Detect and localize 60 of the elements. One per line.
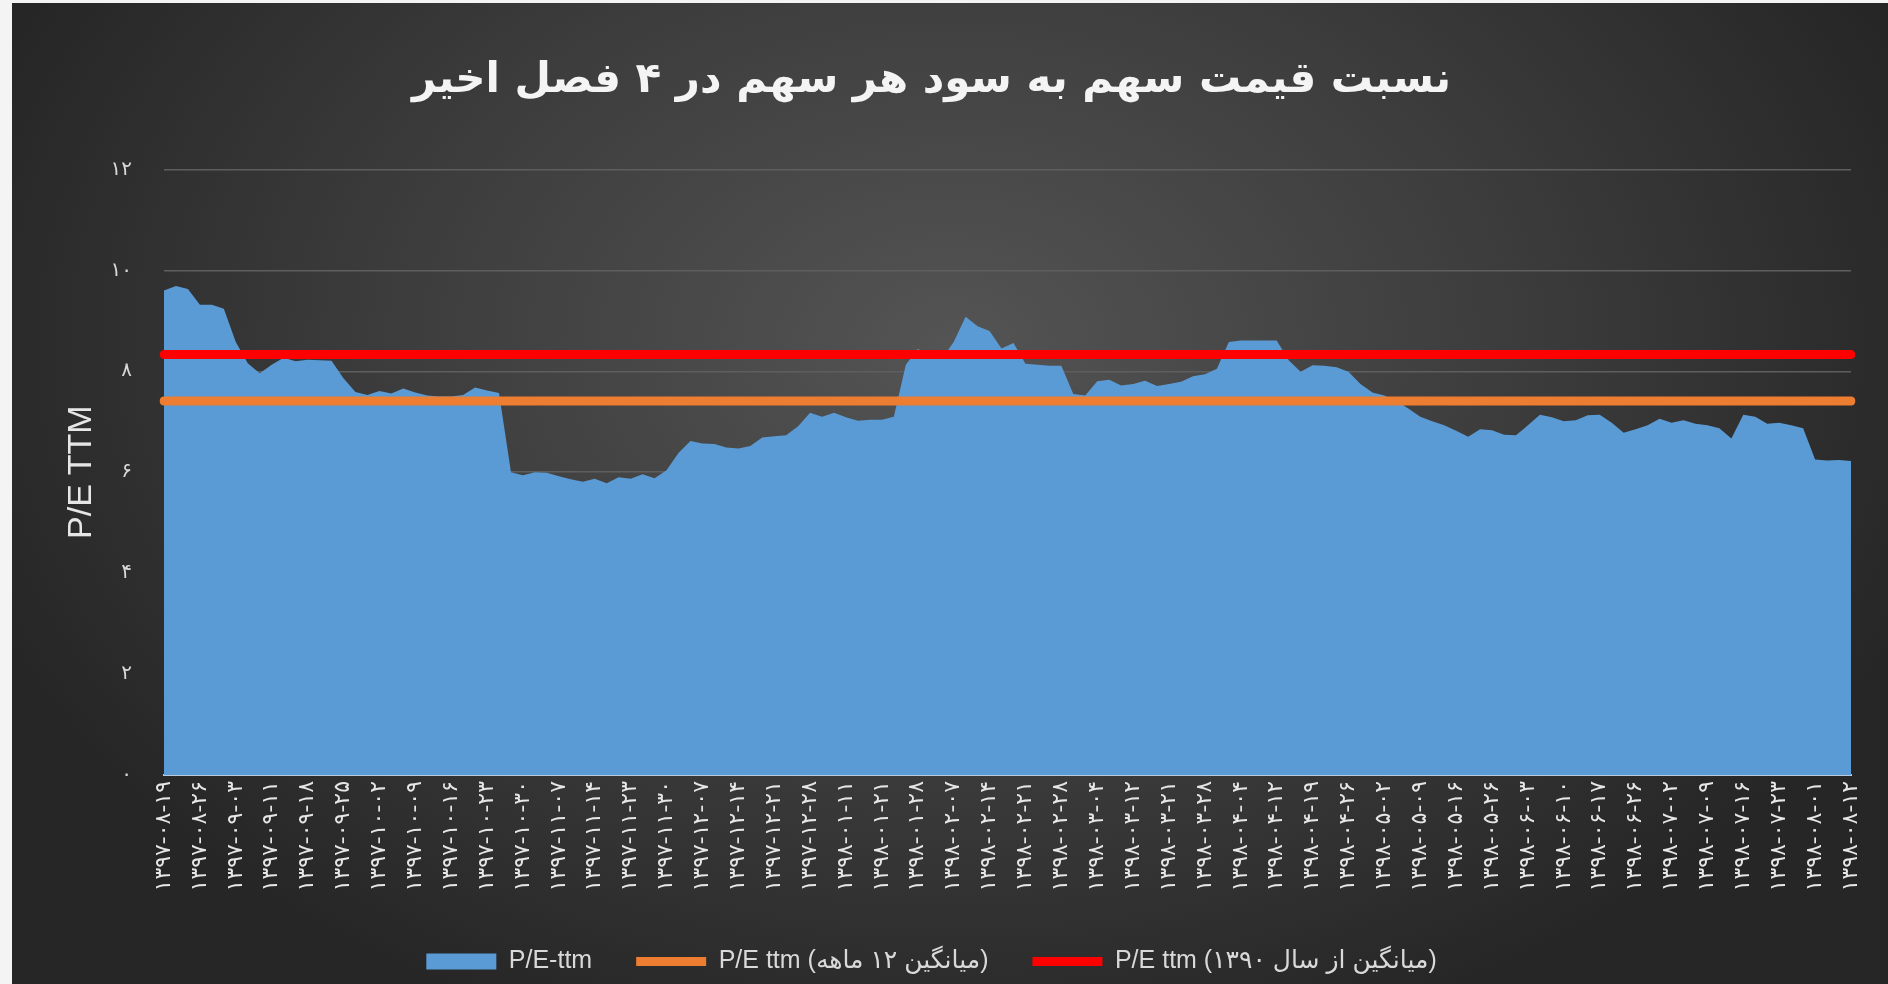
x-tick-label: ۱۳۹۷-۱۲-۱۴ [724,781,750,892]
x-tick-label: ۱۳۹۷-۱۱-۰۷ [544,780,570,892]
y-tick-label: ۴ [121,559,132,584]
x-tick-label: ۱۳۹۸-۰۶-۲۶ [1621,781,1647,892]
x-tick-label: ۱۳۹۸-۰۷-۰۲ [1657,781,1683,892]
x-tick-label: ۱۳۹۷-۰۹-۰۳ [221,780,247,892]
y-tick-label: ۸ [121,357,133,382]
x-tick-label: ۱۳۹۸-۰۷-۱۶ [1729,781,1755,892]
x-tick-label: ۱۳۹۸-۰۸-۱۲ [1836,781,1862,892]
legend-label: P/E ttm (میانگین از سال ۱۳۹۰) [1114,945,1437,975]
x-tick-label: ۱۳۹۸-۰۴-۱۲ [1262,781,1288,892]
y-tick-label: ۲ [121,660,132,685]
chart-title: نسبت قیمت سهم به سود هر سهم در ۴ فصل اخیر [410,53,1451,104]
x-tick-label: ۱۳۹۸-۰۵-۰۲ [1370,781,1396,892]
x-tick-label: ۱۳۹۷-۱۱-۱۴ [580,781,606,892]
x-tick-label: ۱۳۹۷-۰۸-۱۹ [149,781,175,892]
x-tick-label: ۱۳۹۸-۰۲-۲۱ [1011,781,1037,892]
x-tick-label: ۱۳۹۷-۱۰-۱۶ [436,781,462,892]
x-tick-label: ۱۳۹۸-۰۵-۱۶ [1441,781,1467,892]
x-tick-label: ۱۳۹۸-۰۷-۲۳ [1764,780,1790,892]
y-tick-label: ۰ [121,761,132,786]
x-tick-label: ۱۳۹۷-۰۹-۲۵ [329,781,355,892]
x-tick-label: ۱۳۹۷-۱۰-۰۲ [365,781,391,892]
x-tick-label: ۱۳۹۸-۰۶-۱۰ [1549,781,1575,892]
x-tick-label: ۱۳۹۸-۰۴-۲۶ [1334,781,1360,892]
x-tick-label: ۱۳۹۸-۰۲-۰۷ [939,780,965,892]
x-tick-label: ۱۳۹۷-۱۱-۲۳ [616,780,642,892]
x-tick-label: ۱۳۹۸-۰۴-۱۹ [1298,781,1324,892]
x-tick-label: ۱۳۹۸-۰۱-۲۸ [903,780,929,892]
y-tick-label: ۱۰ [110,256,132,281]
x-tick-label: ۱۳۹۸-۰۱-۱۱ [831,781,857,892]
x-tick-label: ۱۳۹۷-۱۰-۲۳ [472,780,498,892]
x-tick-label: ۱۳۹۸-۰۴-۰۴ [1226,781,1252,892]
x-tick-label: ۱۳۹۸-۰۳-۱۲ [1118,781,1144,892]
x-tick-label: ۱۳۹۸-۰۷-۰۹ [1693,781,1719,892]
x-tick-label: ۱۳۹۷-۱۲-۰۷ [688,780,714,892]
x-tick-label: ۱۳۹۸-۰۳-۲۸ [1190,780,1216,892]
x-tick-label: ۱۳۹۸-۰۳-۰۴ [1082,781,1108,892]
x-tick-label: ۱۳۹۸-۰۲-۱۴ [975,781,1001,892]
x-tick-label: ۱۳۹۸-۰۳-۲۱ [1154,781,1180,892]
x-tick-label: ۱۳۹۸-۰۶-۰۳ [1513,780,1539,892]
x-tick-label: ۱۳۹۸-۰۵-۰۹ [1406,781,1431,892]
x-tick-label: ۱۳۹۷-۱۰-۳۰ [508,781,534,892]
legend-label: P/E ttm (میانگین ۱۲ ماهه) [718,945,989,975]
x-tick-label: ۱۳۹۸-۰۱-۲۱ [867,781,893,892]
x-tick-label: ۱۳۹۷-۰۹-۱۱ [257,781,283,892]
x-tick-label: ۱۳۹۷-۱۰-۰۹ [400,781,426,892]
y-tick-label: ۶ [121,458,132,483]
x-tick-label: ۱۳۹۷-۰۹-۱۸ [293,780,319,892]
x-tick-label: ۱۳۹۸-۰۶-۱۷ [1585,780,1611,892]
x-tick-label: ۱۳۹۸-۰۵-۲۶ [1477,781,1503,892]
x-tick-label: ۱۳۹۷-۱۱-۳۰ [652,781,678,892]
x-tick-label: ۱۳۹۸-۰۸-۰۱ [1800,781,1826,892]
x-tick-label: ۱۳۹۷-۰۸-۲۶ [185,781,211,892]
x-tick-label: ۱۳۹۷-۱۲-۲۸ [795,780,821,892]
y-axis-title: P/E TTM [59,405,98,539]
y-tick-label: ۱۲ [110,155,132,180]
x-tick-label: ۱۳۹۸-۰۲-۲۸ [1047,780,1073,892]
x-tick-label: ۱۳۹۷-۱۲-۲۱ [759,781,785,892]
legend-label: P/E-ttm [508,945,593,974]
